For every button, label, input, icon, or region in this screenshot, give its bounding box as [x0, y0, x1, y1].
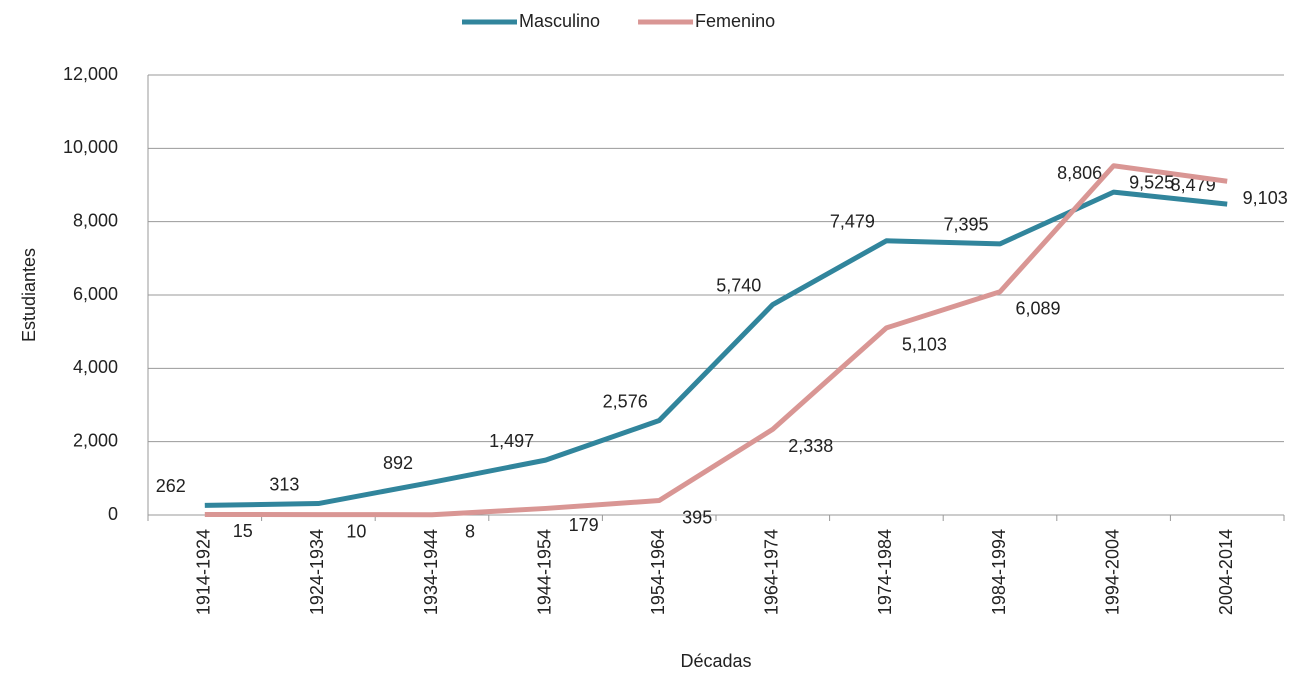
- data-label: 8: [465, 521, 475, 541]
- data-label: 6,089: [1015, 298, 1060, 318]
- data-label: 313: [269, 474, 299, 494]
- data-label: 2,576: [603, 391, 648, 411]
- data-label: 2,338: [788, 436, 833, 456]
- x-tick-label: 1924-1934: [307, 529, 327, 615]
- x-tick-label: 1964-1974: [762, 529, 782, 615]
- legend-label: Femenino: [695, 11, 775, 31]
- data-label: 10: [346, 521, 366, 541]
- series-line: [204, 189, 1228, 508]
- x-tick-label: 1974-1984: [875, 529, 895, 615]
- series-line: [204, 163, 1228, 518]
- x-tick-label: 1994-2004: [1102, 529, 1122, 615]
- y-axis-label: Estudiantes: [19, 248, 39, 342]
- x-axis-label: Décadas: [680, 651, 751, 671]
- data-label: 5,103: [902, 335, 947, 355]
- data-label: 9,103: [1243, 188, 1288, 208]
- data-label: 8,806: [1057, 163, 1102, 183]
- legend-label: Masculino: [519, 11, 600, 31]
- x-tick-label: 1954-1964: [648, 529, 668, 615]
- data-label: 892: [383, 453, 413, 473]
- y-tick-label: 8,000: [73, 210, 118, 230]
- y-tick-label: 12,000: [63, 64, 118, 84]
- data-label: 1,497: [489, 431, 534, 451]
- y-tick-label: 4,000: [73, 357, 118, 377]
- x-tick-label: 1914-1924: [194, 529, 214, 615]
- x-tick-label: 1944-1954: [534, 529, 554, 615]
- data-label: 9,525: [1129, 173, 1174, 193]
- data-label: 179: [569, 515, 599, 535]
- x-tick-label: 1934-1944: [421, 529, 441, 615]
- y-tick-label: 10,000: [63, 137, 118, 157]
- data-label: 5,740: [716, 275, 761, 295]
- data-label: 395: [682, 507, 712, 527]
- x-tick-label: 2004-2014: [1216, 529, 1236, 615]
- x-tick-label: 1984-1994: [989, 529, 1009, 615]
- data-label: 262: [156, 476, 186, 496]
- data-label: 15: [233, 521, 253, 541]
- y-tick-label: 6,000: [73, 284, 118, 304]
- y-tick-label: 0: [108, 504, 118, 524]
- data-label: 7,395: [943, 215, 988, 235]
- y-tick-label: 2,000: [73, 430, 118, 450]
- data-label: 7,479: [830, 212, 875, 232]
